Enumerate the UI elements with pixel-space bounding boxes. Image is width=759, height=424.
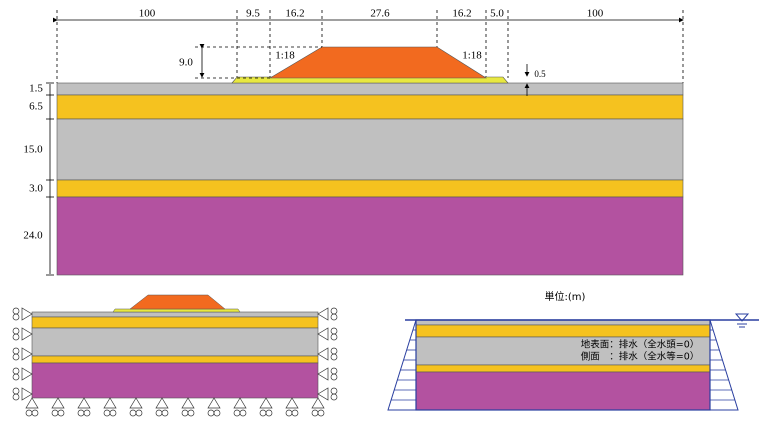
roller <box>330 353 338 361</box>
roller-support <box>311 397 325 409</box>
roller <box>12 353 20 361</box>
roller-support <box>155 397 169 409</box>
layer <box>56 82 684 96</box>
roller <box>103 409 111 417</box>
roller <box>51 409 59 417</box>
dimension-label: 16.2 <box>285 8 304 20</box>
roller <box>25 409 33 417</box>
roller <box>129 409 137 417</box>
height-label: 9.0 <box>179 57 193 69</box>
roller <box>265 409 273 417</box>
layer-thickness: 3.0 <box>29 183 43 195</box>
roller <box>12 387 20 395</box>
layer <box>56 118 684 181</box>
layer-thickness: 6.5 <box>29 101 43 113</box>
roller <box>233 409 241 417</box>
roller-support <box>21 367 33 381</box>
roller <box>187 409 195 417</box>
roller <box>330 387 338 395</box>
seepage-model: 地表面：排水（全水頭=0） 側面 ：排水（全水等=0） <box>387 313 759 411</box>
dimension-label: 100 <box>139 8 156 20</box>
roller <box>12 313 20 321</box>
slope-label: 1:18 <box>275 50 295 62</box>
roller <box>330 327 338 335</box>
dimension-label: 27.6 <box>370 8 390 20</box>
roller <box>330 373 338 381</box>
roller <box>285 409 293 417</box>
roller <box>12 347 20 355</box>
roller <box>12 393 20 401</box>
layer-ticks <box>46 82 54 276</box>
layer <box>56 94 684 120</box>
dimension-label: 9.5 <box>246 8 260 20</box>
roller-support <box>233 397 247 409</box>
roller-support <box>285 397 299 409</box>
roller-support <box>317 347 329 361</box>
roller <box>135 409 143 417</box>
dimension-label: 5.0 <box>490 8 504 20</box>
base-label: 0.5 <box>534 69 546 79</box>
layer-thickness: 24.0 <box>23 230 43 242</box>
layer-thickness: 1.5 <box>29 83 43 95</box>
layer <box>56 179 684 198</box>
roller <box>259 409 267 417</box>
roller-support <box>317 307 329 321</box>
embankment <box>268 46 488 79</box>
roller-support <box>259 397 273 409</box>
roller <box>161 409 169 417</box>
boundary-note: 側面 ：排水（全水等=0） <box>581 351 700 363</box>
roller <box>77 409 85 417</box>
dimension-guides <box>53 10 684 83</box>
roller <box>207 409 215 417</box>
roller <box>12 367 20 375</box>
roller <box>330 393 338 401</box>
roller-support <box>25 397 39 409</box>
roller-support <box>181 397 195 409</box>
roller <box>330 367 338 375</box>
roller-support <box>51 397 65 409</box>
roller <box>330 313 338 321</box>
unit-label: 単位:(m) <box>545 290 586 303</box>
displacement-model <box>12 294 338 417</box>
roller-support <box>21 307 33 321</box>
roller <box>213 409 221 417</box>
roller <box>317 409 325 417</box>
roller <box>155 409 163 417</box>
roller-support <box>77 397 91 409</box>
roller <box>291 409 299 417</box>
roller-support <box>207 397 221 409</box>
roller <box>57 409 65 417</box>
roller-support <box>129 397 143 409</box>
roller <box>330 347 338 355</box>
roller <box>239 409 247 417</box>
boundary-note: 地表面：排水（全水頭=0） <box>581 339 700 351</box>
roller <box>330 307 338 315</box>
dimension-label: 16.2 <box>452 8 471 20</box>
roller <box>12 327 20 335</box>
layer <box>56 196 684 276</box>
roller <box>31 409 39 417</box>
roller <box>83 409 91 417</box>
dimension-label: 100 <box>587 8 604 20</box>
roller-support <box>317 367 329 381</box>
roller <box>12 307 20 315</box>
roller-support <box>21 347 33 361</box>
roller <box>311 409 319 417</box>
roller-support <box>103 397 117 409</box>
base-layer <box>231 76 509 84</box>
slope-label: 1:18 <box>462 50 482 62</box>
roller <box>330 333 338 341</box>
roller-support <box>317 327 329 341</box>
roller-support <box>317 387 329 401</box>
roller <box>12 373 20 381</box>
roller <box>109 409 117 417</box>
main-section: 100 9.5 16.2 27.6 16.2 5.0 100 9.0 1:18 … <box>23 8 684 276</box>
roller-support <box>21 387 33 401</box>
layer-thickness: 15.0 <box>23 144 43 156</box>
roller <box>12 333 20 341</box>
roller-support <box>21 327 33 341</box>
roller <box>181 409 189 417</box>
